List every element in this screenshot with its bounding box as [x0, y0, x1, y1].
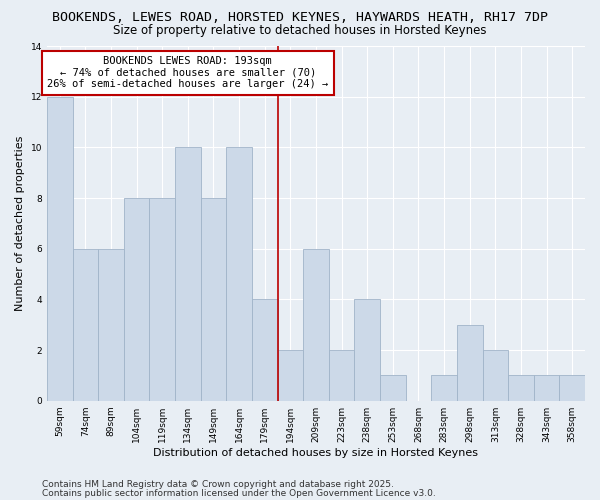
Bar — [73, 248, 98, 400]
Text: Contains HM Land Registry data © Crown copyright and database right 2025.: Contains HM Land Registry data © Crown c… — [42, 480, 394, 489]
Bar — [200, 198, 226, 400]
Bar — [47, 96, 73, 401]
Bar — [482, 350, 508, 401]
Bar — [508, 376, 534, 400]
Bar — [431, 376, 457, 400]
Text: BOOKENDS, LEWES ROAD, HORSTED KEYNES, HAYWARDS HEATH, RH17 7DP: BOOKENDS, LEWES ROAD, HORSTED KEYNES, HA… — [52, 11, 548, 24]
Bar — [329, 350, 355, 401]
Bar — [534, 376, 559, 400]
Bar — [98, 248, 124, 400]
X-axis label: Distribution of detached houses by size in Horsted Keynes: Distribution of detached houses by size … — [154, 448, 478, 458]
Text: BOOKENDS LEWES ROAD: 193sqm
← 74% of detached houses are smaller (70)
26% of sem: BOOKENDS LEWES ROAD: 193sqm ← 74% of det… — [47, 56, 328, 90]
Bar — [303, 248, 329, 400]
Bar — [226, 148, 252, 400]
Bar — [380, 376, 406, 400]
Y-axis label: Number of detached properties: Number of detached properties — [15, 136, 25, 311]
Bar — [559, 376, 585, 400]
Bar — [175, 148, 200, 400]
Bar — [355, 300, 380, 400]
Bar — [457, 324, 482, 400]
Text: Contains public sector information licensed under the Open Government Licence v3: Contains public sector information licen… — [42, 489, 436, 498]
Bar — [252, 300, 278, 400]
Text: Size of property relative to detached houses in Horsted Keynes: Size of property relative to detached ho… — [113, 24, 487, 37]
Bar — [149, 198, 175, 400]
Bar — [278, 350, 303, 401]
Bar — [124, 198, 149, 400]
